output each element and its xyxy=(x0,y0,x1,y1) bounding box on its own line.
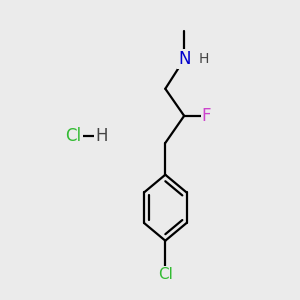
Text: H: H xyxy=(95,127,108,145)
Text: H: H xyxy=(199,52,209,66)
Text: F: F xyxy=(202,107,211,125)
Text: Cl: Cl xyxy=(158,267,173,282)
Text: N: N xyxy=(178,50,190,68)
Text: Cl: Cl xyxy=(65,127,82,145)
